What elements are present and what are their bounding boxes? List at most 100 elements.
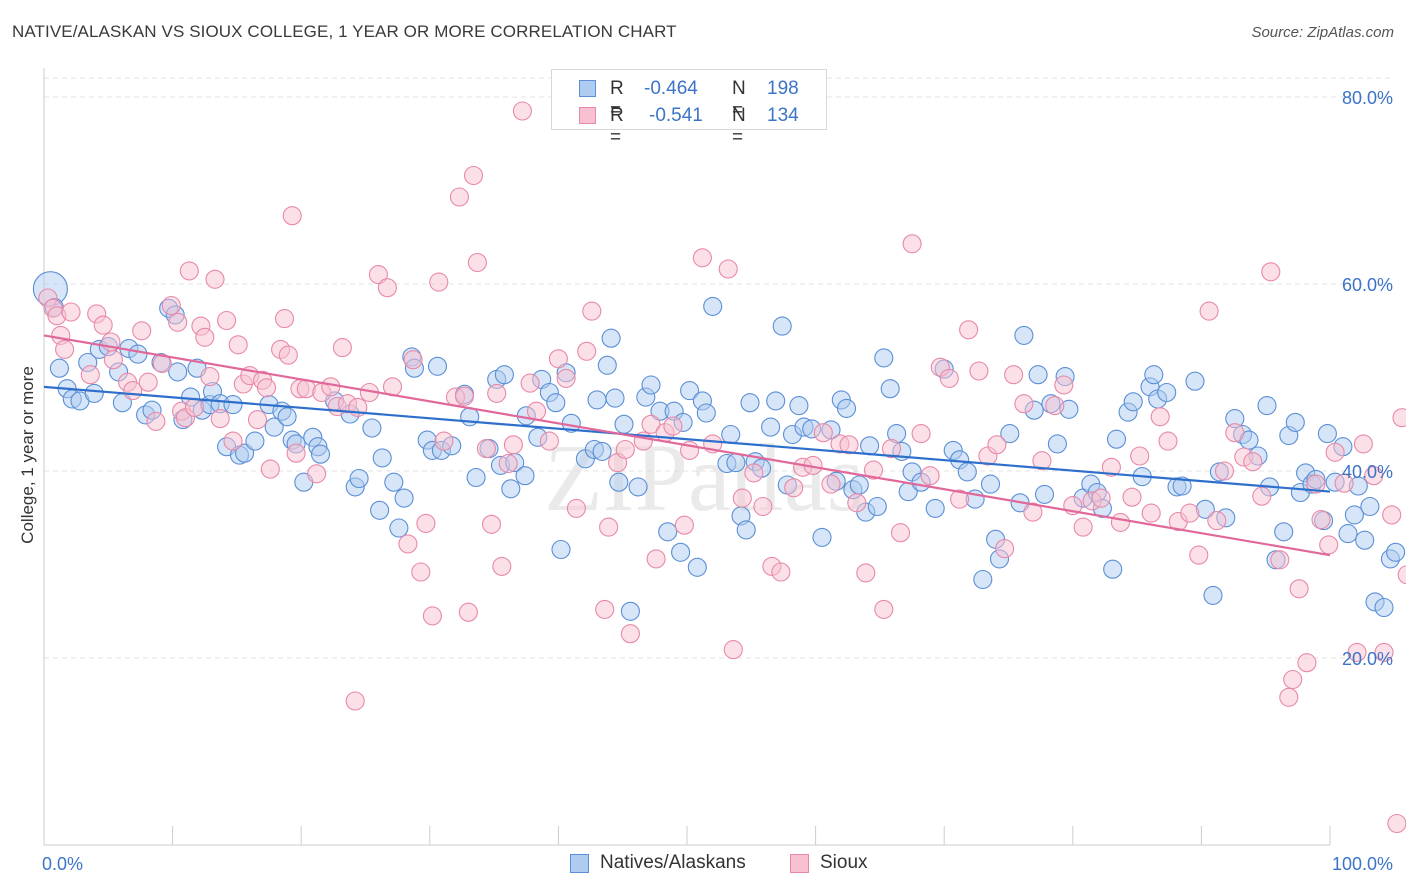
natives-point xyxy=(671,542,691,562)
sioux-point xyxy=(463,165,484,186)
sioux-point xyxy=(548,349,568,369)
sioux-point xyxy=(1199,301,1219,321)
sioux-point xyxy=(1353,434,1373,454)
sioux-point xyxy=(1122,487,1142,507)
sioux-point xyxy=(498,453,518,474)
sioux-point xyxy=(881,439,902,459)
sioux-point xyxy=(1297,653,1317,673)
natives-point xyxy=(957,462,977,482)
y-tick-label: 40.0% xyxy=(1342,462,1393,482)
natives-point xyxy=(860,436,880,456)
sioux-point xyxy=(615,439,635,460)
sioux-point xyxy=(434,431,454,451)
natives-point xyxy=(1123,392,1143,412)
sioux-point xyxy=(332,338,352,358)
sioux-point xyxy=(93,315,113,335)
natives-point xyxy=(641,375,661,395)
sioux-point xyxy=(1141,503,1161,523)
natives-point xyxy=(597,355,617,375)
y-tick-label: 80.0% xyxy=(1342,88,1393,108)
sioux-point xyxy=(1387,813,1406,834)
sioux-point xyxy=(200,367,220,387)
sioux-point xyxy=(398,534,418,554)
natives-point xyxy=(223,395,243,415)
sioux-point xyxy=(577,341,597,361)
natives-point xyxy=(1338,524,1358,544)
sioux-point xyxy=(1311,510,1331,530)
natives-point xyxy=(736,520,756,540)
natives-point xyxy=(658,522,678,542)
sioux-point xyxy=(476,439,496,459)
sioux-point xyxy=(995,539,1015,559)
sioux-point xyxy=(520,373,540,393)
natives-point xyxy=(362,418,382,438)
natives-point xyxy=(1355,530,1375,550)
sioux-point xyxy=(723,640,743,660)
natives-point xyxy=(592,441,612,461)
natives-point xyxy=(614,414,634,434)
natives-point xyxy=(310,444,331,464)
sioux-point xyxy=(286,443,306,463)
sioux-point xyxy=(959,320,979,340)
sioux-point xyxy=(753,496,773,517)
x-tick-label: 100.0% xyxy=(1332,854,1393,874)
sioux-point xyxy=(1225,423,1245,443)
sioux-point xyxy=(1347,642,1367,662)
sioux-point xyxy=(403,350,423,370)
natives-point xyxy=(620,601,640,621)
stats-legend: R = -0.464 N = 198 R = -0.541 N = 134 xyxy=(551,69,827,148)
sioux-point xyxy=(321,377,341,397)
natives-trend-line xyxy=(43,385,1331,493)
sioux-point xyxy=(1374,642,1394,662)
natives-point xyxy=(973,569,993,590)
sioux-point xyxy=(195,327,215,347)
sioux-point xyxy=(771,562,791,582)
sioux-point xyxy=(411,562,431,582)
natives-point xyxy=(812,527,832,547)
natives-point xyxy=(546,393,566,413)
sioux-point xyxy=(1014,394,1034,414)
sioux-point xyxy=(839,435,859,455)
sioux-point xyxy=(61,302,81,322)
natives-point xyxy=(696,403,716,423)
sioux-point xyxy=(179,261,199,281)
sioux-point xyxy=(345,691,365,711)
sioux-point xyxy=(80,365,100,385)
natives-legend-swatch xyxy=(570,854,589,873)
y-tick-label: 60.0% xyxy=(1342,275,1393,295)
sioux-point xyxy=(556,368,576,388)
sioux-point xyxy=(168,312,188,332)
natives-point xyxy=(628,477,648,497)
natives-point xyxy=(494,365,514,385)
sioux-point xyxy=(223,431,243,451)
natives-point xyxy=(680,381,700,401)
sioux-point xyxy=(138,372,158,392)
sioux-point xyxy=(1207,511,1227,531)
sioux-point xyxy=(1364,466,1384,486)
natives-point xyxy=(370,500,390,520)
natives-point xyxy=(1157,382,1177,403)
sioux-point xyxy=(969,361,989,381)
natives-point xyxy=(384,472,404,492)
sioux-point xyxy=(813,423,833,443)
sioux-swatch xyxy=(579,107,596,124)
sioux-point xyxy=(1045,396,1065,416)
r-label: R = xyxy=(610,78,624,121)
y-axis-title: College, 1 year or more xyxy=(18,366,37,544)
natives-point xyxy=(389,518,409,538)
sioux-point xyxy=(1091,488,1111,508)
sioux-point xyxy=(205,269,225,289)
natives-point xyxy=(1386,542,1406,562)
sioux-trend-line xyxy=(43,334,1331,557)
natives-point xyxy=(880,379,900,399)
natives-point xyxy=(1047,434,1067,454)
natives-point xyxy=(277,407,297,427)
sioux-point xyxy=(1334,473,1354,493)
chart-title: NATIVE/ALASKAN VS SIOUX COLLEGE, 1 YEAR … xyxy=(12,22,677,41)
n-label: N = xyxy=(732,105,746,148)
sioux-point xyxy=(1382,505,1402,525)
natives-point xyxy=(687,557,707,577)
sioux-point xyxy=(1397,565,1406,585)
sioux-point xyxy=(1054,375,1074,395)
